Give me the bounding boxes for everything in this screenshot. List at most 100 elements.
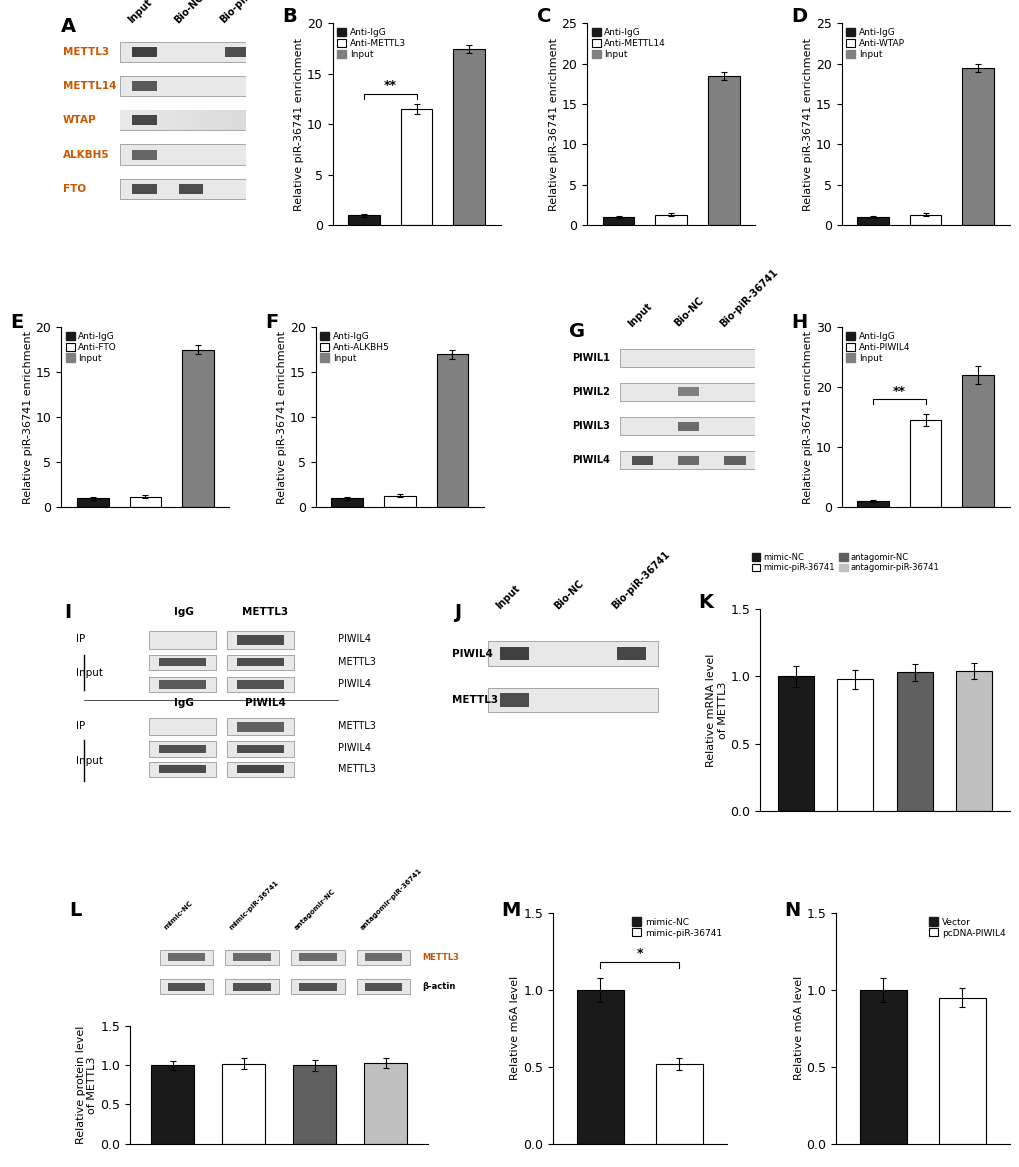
Y-axis label: Relative m6A level: Relative m6A level: [793, 976, 803, 1081]
Y-axis label: Relative piR-36741 enrichment: Relative piR-36741 enrichment: [802, 37, 812, 211]
Bar: [181, 110, 186, 131]
Bar: [205, 110, 210, 131]
Bar: [167, 110, 173, 131]
Bar: [132, 184, 156, 194]
Legend: Anti-IgG, Anti-METTL14, Input: Anti-IgG, Anti-METTL14, Input: [591, 28, 665, 58]
Bar: [247, 110, 253, 131]
Bar: [576, 990, 624, 1144]
Bar: [937, 998, 985, 1144]
Text: Input: Input: [75, 755, 103, 766]
Bar: [453, 49, 485, 225]
Bar: [620, 452, 756, 469]
Bar: [149, 762, 215, 777]
Bar: [159, 766, 205, 774]
Legend: Anti-IgG, Anti-ALKBH5, Input: Anti-IgG, Anti-ALKBH5, Input: [320, 331, 389, 363]
Text: IgG: IgG: [173, 698, 194, 708]
Bar: [158, 110, 163, 131]
Legend: Anti-IgG, Anti-WTAP, Input: Anti-IgG, Anti-WTAP, Input: [845, 28, 904, 58]
Bar: [252, 110, 257, 131]
Bar: [120, 179, 261, 200]
Bar: [149, 741, 215, 756]
Text: M: M: [500, 901, 520, 921]
Text: I: I: [64, 603, 71, 622]
Text: A: A: [61, 18, 76, 36]
Bar: [223, 110, 229, 131]
Bar: [237, 680, 284, 689]
Bar: [499, 693, 529, 707]
Bar: [185, 110, 192, 131]
Bar: [620, 349, 756, 366]
Bar: [631, 456, 652, 464]
Bar: [125, 110, 130, 131]
Bar: [132, 81, 156, 91]
Text: C: C: [536, 7, 550, 26]
Bar: [909, 215, 941, 225]
Legend: Vector, pcDNA-PIWIL4: Vector, pcDNA-PIWIL4: [928, 917, 1005, 937]
Bar: [149, 718, 215, 735]
Bar: [384, 496, 415, 508]
Text: **: **: [383, 79, 396, 92]
Bar: [678, 421, 699, 431]
Text: *: *: [636, 948, 642, 960]
Bar: [176, 110, 182, 131]
Text: Bio-piR-36741: Bio-piR-36741: [218, 0, 280, 26]
Text: PIWIL4: PIWIL4: [337, 635, 371, 644]
Bar: [200, 110, 206, 131]
Bar: [227, 677, 293, 692]
Text: IgG: IgG: [173, 607, 194, 617]
Text: **: **: [892, 385, 905, 398]
Bar: [962, 375, 994, 508]
Text: PIWIL1: PIWIL1: [572, 352, 609, 363]
Bar: [196, 110, 201, 131]
Legend: mimic-NC, mimic-piR-36741, antagomir-NC, antagomir-piR-36741: mimic-NC, mimic-piR-36741, antagomir-NC,…: [751, 553, 938, 573]
Bar: [237, 658, 284, 666]
Bar: [120, 76, 261, 96]
Text: PIWIL4: PIWIL4: [572, 455, 609, 466]
Text: METTL3: METTL3: [337, 721, 375, 732]
Text: PIWIL4: PIWIL4: [337, 679, 371, 689]
Bar: [209, 110, 215, 131]
Text: METTL14: METTL14: [63, 81, 116, 91]
Text: K: K: [697, 593, 712, 612]
Bar: [225, 47, 249, 57]
Bar: [144, 110, 150, 131]
Bar: [153, 110, 159, 131]
Text: PIWIL4: PIWIL4: [451, 649, 492, 658]
Bar: [909, 420, 941, 508]
Bar: [228, 110, 233, 131]
Text: Bio-NC: Bio-NC: [672, 295, 704, 329]
Y-axis label: Relative m6A level: Relative m6A level: [510, 976, 520, 1081]
Bar: [172, 110, 177, 131]
Text: F: F: [265, 313, 278, 331]
Bar: [219, 110, 224, 131]
Text: PIWIL3: PIWIL3: [572, 421, 609, 432]
Bar: [191, 110, 197, 131]
Bar: [856, 502, 888, 508]
Bar: [487, 687, 657, 712]
Text: PIWIL4: PIWIL4: [245, 698, 285, 708]
Text: Input: Input: [493, 584, 521, 612]
Y-axis label: Relative piR-36741 enrichment: Relative piR-36741 enrichment: [22, 330, 33, 504]
Legend: Anti-IgG, Anti-FTO, Input: Anti-IgG, Anti-FTO, Input: [65, 331, 117, 363]
Bar: [120, 42, 261, 62]
Bar: [227, 631, 293, 649]
Bar: [777, 677, 813, 811]
Bar: [120, 145, 261, 165]
Bar: [149, 631, 215, 649]
Text: METTL3: METTL3: [337, 657, 375, 666]
Bar: [227, 741, 293, 756]
Bar: [655, 1063, 702, 1144]
Text: FTO: FTO: [63, 184, 86, 194]
Bar: [129, 110, 136, 131]
Bar: [159, 680, 205, 689]
Text: Bio-piR-36741: Bio-piR-36741: [717, 267, 780, 329]
Text: METTL3: METTL3: [451, 696, 498, 705]
Text: IP: IP: [75, 721, 85, 732]
Bar: [602, 217, 634, 225]
Bar: [120, 110, 261, 131]
Bar: [237, 110, 243, 131]
Bar: [135, 110, 140, 131]
Bar: [620, 383, 756, 401]
Text: D: D: [791, 7, 806, 26]
Bar: [616, 647, 645, 661]
